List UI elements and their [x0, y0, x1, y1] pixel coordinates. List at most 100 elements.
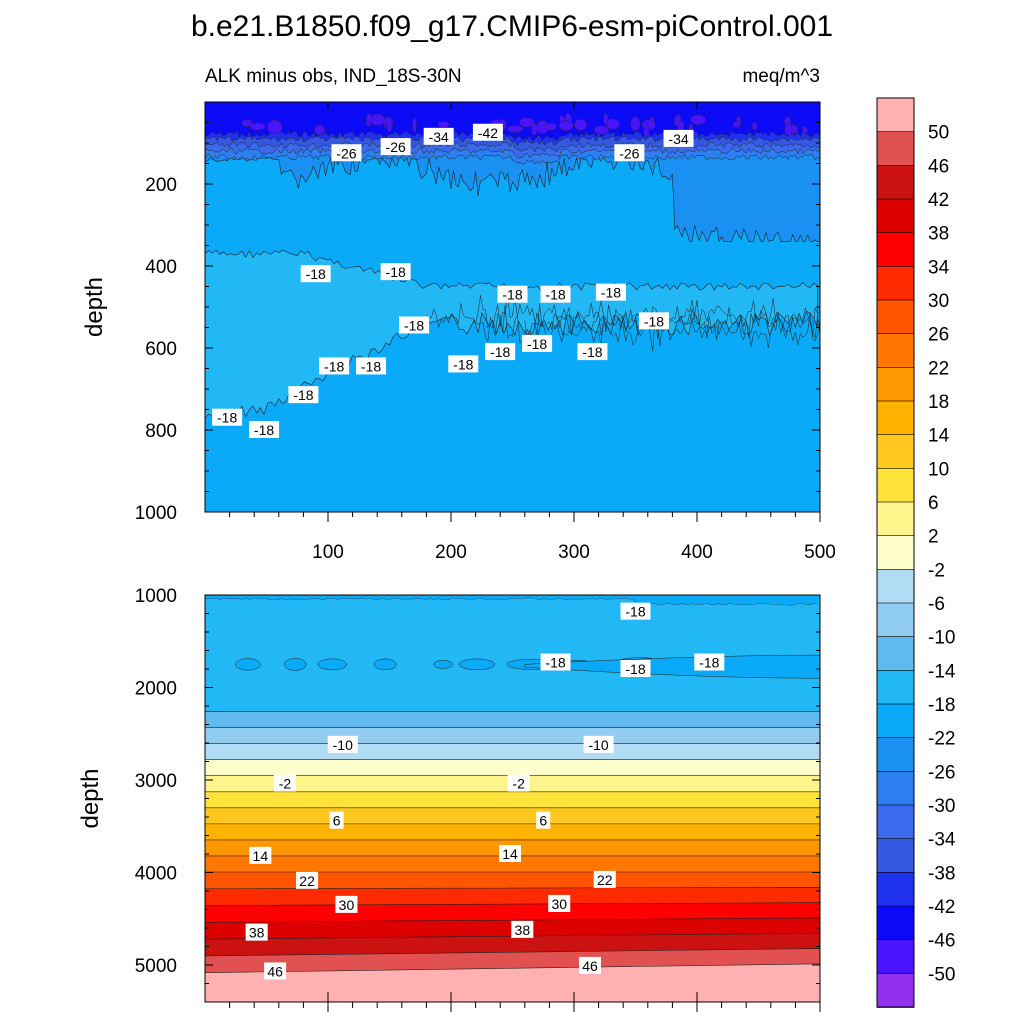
contour-label-text: -10 [588, 737, 608, 753]
contour-label: -26 [380, 138, 411, 156]
contour-label-text: 14 [253, 848, 269, 864]
contour-label-box [536, 811, 551, 829]
colorbar-swatch [876, 266, 915, 301]
contour-label-box [423, 127, 454, 145]
contour-label-box [273, 774, 296, 792]
contour-label-box [694, 653, 725, 671]
contour-label: -18 [694, 653, 725, 671]
contour-label-box [540, 653, 571, 671]
fill-patch [241, 119, 253, 127]
contour-label-box [356, 357, 387, 375]
chart-title: b.e21.B1850.f09_g17.CMIP6-esm-piControl.… [191, 10, 833, 43]
fill-patch [366, 113, 373, 124]
contour-label: -18 [638, 312, 669, 330]
contour-label: 14 [249, 846, 272, 864]
ytick-label: 1000 [135, 586, 177, 607]
contour-label-text: -34 [668, 131, 688, 147]
colorbar-label: -14 [928, 661, 956, 682]
contour-label: -26 [331, 144, 362, 162]
contour-label-text: 14 [502, 846, 518, 862]
contour-label-text: -18 [527, 336, 547, 352]
contour-label-box [638, 312, 669, 330]
colorbar-swatch [876, 838, 915, 874]
contour-label-box [448, 355, 479, 373]
colorbar-label: -34 [928, 830, 956, 851]
contour-label-box [249, 421, 280, 438]
colorbar-label: -26 [928, 762, 955, 783]
contour-line [524, 311, 820, 352]
xtick-label: 400 [681, 542, 713, 563]
contour-label-text: -18 [404, 317, 424, 333]
contour-line [426, 295, 820, 337]
contour-label: -18 [356, 357, 387, 375]
contour-label: -18 [212, 408, 243, 426]
contour-label-box [540, 285, 571, 303]
ytick-label: 3000 [135, 771, 177, 792]
contour-label: -18 [577, 343, 608, 361]
contour-label: 14 [499, 845, 522, 862]
contour-label: -34 [663, 129, 694, 147]
fill-patch [531, 122, 538, 136]
contour-label: 38 [511, 920, 534, 938]
contour-label: 22 [593, 870, 616, 888]
colorbar-label: -50 [928, 964, 955, 985]
fill-patch [732, 121, 740, 128]
contour-label-text: -18 [644, 313, 664, 329]
contour-label: -2 [507, 774, 530, 792]
ytick-label: 5000 [135, 956, 177, 977]
colorbar-swatch [876, 602, 915, 638]
contour-label: -10 [583, 735, 614, 753]
contour-label-box [212, 408, 243, 426]
ytick-label: 200 [145, 175, 177, 196]
contour-label: -10 [327, 735, 358, 753]
fill-minus22-blob [458, 658, 495, 671]
contour-label-text: -26 [336, 145, 356, 161]
contour-label-box [511, 920, 534, 938]
contour-label: 46 [264, 962, 287, 980]
contour-label-text: 6 [333, 813, 341, 829]
fill-patch [314, 124, 325, 136]
contour-label-text: -18 [582, 344, 602, 360]
contour-label-box [329, 811, 344, 829]
contour-label-text: 46 [267, 963, 283, 979]
colorbar-label: 42 [928, 190, 949, 211]
colorbar-swatch [876, 501, 915, 537]
contour-label-text: -18 [601, 285, 621, 301]
ytick-label: 4000 [135, 864, 177, 885]
colorbar-swatch [876, 468, 915, 503]
contour-label-text: -10 [333, 737, 353, 753]
contour-label-box [380, 263, 411, 281]
contour-label-box [578, 956, 601, 974]
contour-label-text: -2 [512, 776, 525, 792]
contour-label: 46 [578, 956, 601, 974]
colorbar-label: -38 [928, 863, 955, 884]
contour-label-text: -2 [279, 776, 292, 792]
contour-label-text: -26 [619, 145, 639, 161]
colorbar-label: 10 [928, 459, 949, 480]
upper-field: -26 -26-34 -42-26-34-18 -18-18 -18 -18-18-18-… [205, 102, 820, 512]
contour-label-text: 30 [551, 896, 567, 912]
contour-label-box [335, 895, 358, 913]
colorbar-label: -10 [928, 628, 955, 649]
contour-label: -2 [273, 774, 296, 792]
contour-label: -18 [249, 421, 280, 438]
contour-label: -18 [620, 602, 651, 620]
fill-patch [751, 121, 758, 131]
fill-minus22-blob [373, 658, 397, 671]
colorbar-label: -42 [928, 897, 955, 918]
xtick-label: 500 [804, 542, 836, 563]
colorbar-swatch [876, 97, 915, 133]
colorbar-label: 38 [928, 224, 949, 245]
contour-label-box [593, 870, 616, 888]
contour-label-box [296, 871, 319, 889]
xtick-label: 100 [312, 542, 344, 563]
xtick-label: 300 [558, 542, 590, 563]
upper-panel: -26 -26-34 -42-26-34-18 -18-18 -18 -18-18-18-… [81, 101, 836, 563]
fill-patch [437, 121, 450, 128]
fill-patch [630, 116, 641, 132]
contour-label-text: -18 [625, 661, 645, 677]
contour-label: -18 [497, 285, 528, 303]
contour-label: -18 [620, 660, 651, 677]
contour-label-box [319, 357, 350, 375]
